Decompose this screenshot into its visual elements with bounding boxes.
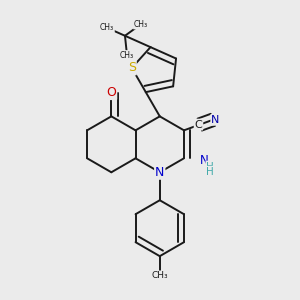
- Text: N: N: [155, 166, 164, 179]
- Text: CH₃: CH₃: [152, 271, 168, 280]
- Text: N: N: [211, 115, 220, 125]
- Text: O: O: [106, 86, 116, 99]
- Text: H: H: [206, 162, 214, 172]
- Text: S: S: [128, 61, 136, 74]
- Text: CH₃: CH₃: [134, 20, 148, 29]
- Text: CH₃: CH₃: [120, 51, 134, 60]
- Text: N: N: [200, 154, 209, 167]
- Text: CH₃: CH₃: [100, 23, 114, 32]
- Text: H: H: [206, 167, 214, 177]
- Text: C: C: [195, 120, 202, 130]
